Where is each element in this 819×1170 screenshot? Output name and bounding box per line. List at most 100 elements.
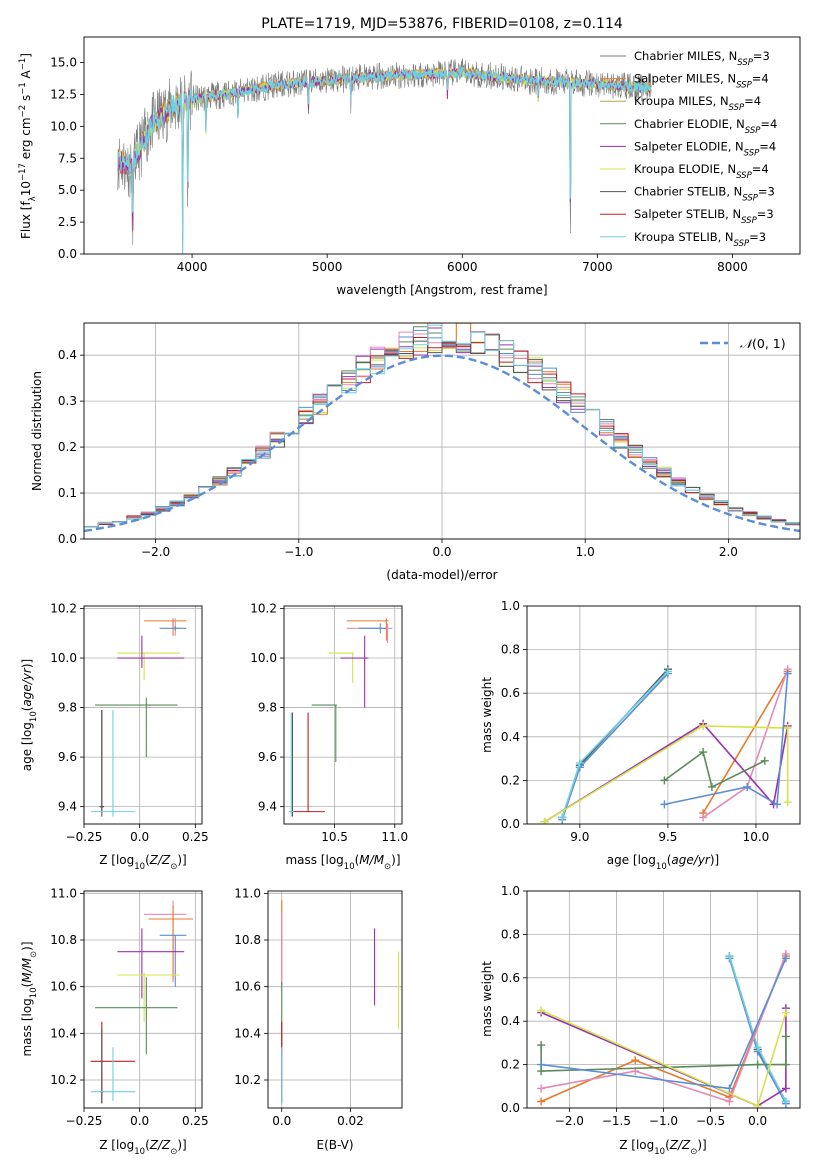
y-tick-label: 11.0 — [234, 886, 261, 900]
chart-title: PLATE=1719, MJD=53876, FIBERID=0108, z=0… — [261, 16, 623, 32]
y-tick-label: 0.0 — [58, 532, 77, 546]
weight-marker — [781, 954, 790, 963]
x-axis-label: mass [log10(M/M⊙)] — [285, 853, 400, 872]
weight-line-extra_pink — [540, 953, 787, 1103]
weight-marker — [660, 776, 669, 785]
weight-marker — [631, 1056, 640, 1065]
weight-marker — [725, 952, 734, 961]
y-tick-label: 0.0 — [501, 1101, 520, 1115]
legend-entry: Chabrier MILES, NSSP=3 — [634, 49, 770, 68]
weight-marker — [663, 667, 672, 676]
x-axis-label: E(B-V) — [316, 1138, 353, 1152]
spectrum-line-kroupa_stelib — [117, 66, 652, 254]
y-tick-label: 15.0 — [50, 56, 77, 70]
legend-entry: Salpeter ELODIE, NSSP=4 — [634, 139, 776, 158]
weight-marker — [699, 748, 708, 757]
y-tick-label: 1.0 — [501, 599, 520, 613]
weight-vs-age-frame — [526, 605, 801, 825]
x-tick-label: −1.5 — [602, 1114, 631, 1128]
x-tick-label: 2.0 — [719, 545, 738, 559]
y-tick-label: 9.6 — [58, 750, 77, 764]
weight-line-extra_blue — [561, 673, 669, 820]
y-tick-label: 10.6 — [50, 980, 77, 994]
y-tick-label: 10.2 — [250, 601, 277, 615]
weight-marker — [699, 721, 708, 730]
weight-marker — [760, 756, 769, 765]
mass-vs-EBV-axes: 0.0 0.02 10.2 10.4 10.6 10.8 11.0 E(B-V) — [234, 886, 403, 1152]
y-tick-label: 2.5 — [58, 215, 77, 229]
weight-marker — [537, 1060, 546, 1069]
weight-marker — [743, 782, 752, 791]
weight-marker — [753, 1060, 762, 1069]
y-tick-label: 9.8 — [258, 701, 277, 715]
age-vs-mass-plot — [288, 618, 393, 817]
histogram-kroupa_stelib — [84, 324, 800, 528]
weight-marker — [783, 724, 792, 733]
residuals-axes: −2.0 −1.0 0.0 1.0 2.0 0.0 0.1 0.2 0.3 0.4 (data-mo… — [30, 322, 801, 582]
x-tick-label: −0.25 — [66, 1114, 103, 1128]
x-tick-label: 0.25 — [182, 1114, 209, 1128]
weight-vs-Z-plot — [537, 949, 790, 1108]
x-tick-label: 10.5 — [321, 830, 348, 844]
y-tick-label: 0.2 — [58, 440, 77, 454]
x-tick-label: −1.0 — [284, 545, 313, 559]
y-tick-label: 0.6 — [501, 971, 520, 985]
y-axis-label: mass weight — [480, 961, 494, 1037]
y-tick-label: 0.8 — [501, 643, 520, 657]
y-tick-label: 10.2 — [50, 601, 77, 615]
x-tick-label: 9.5 — [658, 830, 677, 844]
y-tick-label: 10.8 — [50, 933, 77, 947]
weight-line-chabrier_elodie — [663, 750, 766, 789]
weight-marker — [660, 800, 669, 809]
weight-marker — [753, 1101, 762, 1108]
weight-marker — [537, 1006, 546, 1015]
spectrum-plot — [117, 58, 652, 254]
age-vs-mass-frame — [283, 605, 403, 825]
x-tick-label: 0.0 — [432, 545, 451, 559]
y-tick-label: 0.4 — [501, 730, 520, 744]
mass-vs-Z-frame — [83, 890, 203, 1109]
legend-entry: Salpeter STELIB, NSSP=3 — [634, 207, 774, 226]
y-tick-label: 7.5 — [58, 151, 77, 165]
x-tick-label: 9.0 — [570, 830, 589, 844]
y-tick-label: 0.8 — [501, 927, 520, 941]
x-tick-label: 0.0 — [130, 1114, 149, 1128]
y-tick-label: 10.4 — [50, 1026, 77, 1040]
legend-entry: Salpeter MILES, NSSP=4 — [634, 72, 769, 91]
weight-marker — [781, 1008, 790, 1017]
residuals-plot — [84, 323, 800, 533]
y-axis-label: Normed distribution — [30, 371, 44, 491]
y-axis-label: mass weight — [480, 677, 494, 753]
y-tick-label: 0.0 — [501, 817, 520, 831]
weight-marker — [558, 813, 567, 822]
y-axis-label: Flux [fλ10−17 erg cm−2 s−1 A−1] — [18, 53, 38, 239]
x-tick-label: 0.0 — [748, 1114, 767, 1128]
normal-curve — [84, 354, 800, 533]
weight-marker — [725, 1097, 734, 1106]
y-tick-label: 0.1 — [58, 486, 77, 500]
age-vs-mass-axes: 10.5 11.0 9.4 9.6 9.8 10.0 10.2 mass [log10(M/M… — [250, 601, 408, 872]
weight-marker — [725, 1084, 734, 1093]
legend-entry: Kroupa ELODIE, NSSP=4 — [634, 162, 769, 181]
x-tick-label: −0.5 — [696, 1114, 725, 1128]
weight-marker — [781, 1032, 790, 1041]
x-tick-label: 1.0 — [576, 545, 595, 559]
y-tick-label: 0.6 — [501, 686, 520, 700]
weight-marker — [537, 1041, 546, 1050]
age-vs-Z-frame — [83, 605, 203, 825]
x-tick-label: −2.0 — [555, 1114, 584, 1128]
spectrum-legend: Chabrier MILES, NSSP=3 Salpeter MILES, NS… — [600, 49, 777, 249]
age-vs-Z-axes: −0.25 0.0 0.25 9.4 9.6 9.8 10.0 10.2 Z [log10(Z/… — [20, 601, 209, 872]
weight-marker — [783, 798, 792, 807]
mass-vs-Z-axes: −0.25 0.0 0.25 10.2 10.4 10.6 10.8 11.0 Z [log10… — [20, 886, 209, 1157]
x-tick-label: 6000 — [447, 260, 478, 274]
weight-marker — [540, 817, 549, 824]
y-tick-label: 9.8 — [58, 701, 77, 715]
y-tick-label: 0.4 — [501, 1014, 520, 1028]
mass-vs-EBV-plot — [281, 900, 400, 1104]
y-axis-label: mass [log10(M/M⊙)] — [20, 941, 39, 1056]
legend-entry: Kroupa MILES, NSSP=4 — [634, 94, 761, 113]
y-tick-label: 5.0 — [58, 183, 77, 197]
legend-entry: Chabrier ELODIE, NSSP=4 — [634, 117, 777, 136]
y-tick-label: 10.0 — [50, 651, 77, 665]
